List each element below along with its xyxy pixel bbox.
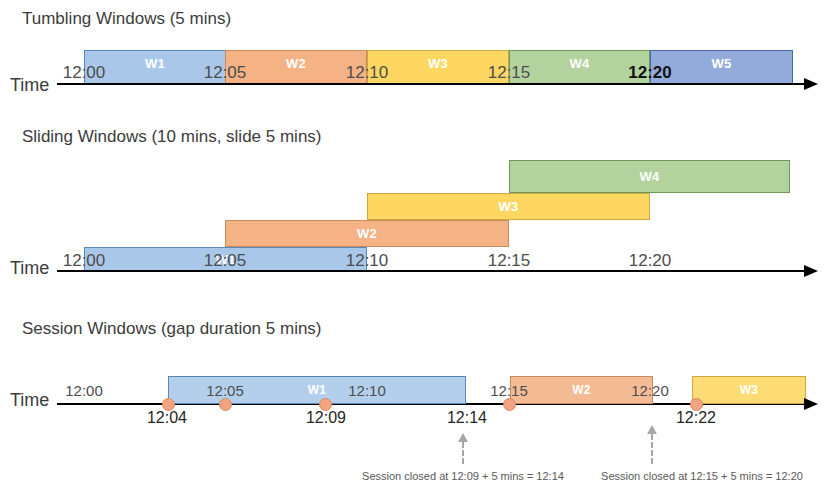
dashed-up-arrow-icon xyxy=(646,425,658,464)
axis-tick-label: 12:10 xyxy=(322,382,412,399)
tumbling-axis-line xyxy=(57,83,806,85)
dashed-arrow-head xyxy=(458,433,468,442)
axis-tick-label: 12:15 xyxy=(464,382,554,399)
dashed-arrow-head xyxy=(647,425,657,434)
window-box: W4 xyxy=(509,160,790,193)
axis-tick-label: 12:15 xyxy=(464,63,554,83)
session-axis-arrow-icon xyxy=(804,398,818,410)
axis-tick-label: 12:20 xyxy=(605,63,695,83)
dashed-arrow-shaft xyxy=(462,442,464,464)
event-time-label: 12:04 xyxy=(122,409,212,427)
axis-tick-label: 12:10 xyxy=(322,251,412,271)
axis-tick-label: 12:05 xyxy=(180,63,270,83)
window-label: W3 xyxy=(693,383,805,397)
event-time-label: 12:14 xyxy=(422,409,512,427)
windowing-diagram: Tumbling Windows (5 mins) Time W1W2W3W4W… xyxy=(0,0,829,498)
event-time-label: 12:09 xyxy=(281,409,371,427)
window-box: W2 xyxy=(225,220,509,247)
axis-tick-label: 12:15 xyxy=(464,251,554,271)
window-box: W3 xyxy=(367,193,650,220)
axis-tick-label: 12:20 xyxy=(605,382,695,399)
window-label: W3 xyxy=(368,199,649,214)
event-time-label: 12:22 xyxy=(651,409,741,427)
event-dot xyxy=(219,398,232,411)
axis-tick-label: 12:00 xyxy=(39,63,129,83)
window-label: W4 xyxy=(510,169,789,184)
session-closed-annotation: Session closed at 12:15 + 5 mins = 12:20 xyxy=(537,470,829,482)
window-box: W3 xyxy=(692,376,806,404)
window-label: W2 xyxy=(226,226,508,241)
axis-tick-label: 12:00 xyxy=(39,251,129,271)
axis-tick-label: 12:20 xyxy=(605,251,695,271)
dashed-up-arrow-icon xyxy=(457,433,469,464)
axis-tick-label: 12:10 xyxy=(322,63,412,83)
axis-tick-label: 12:00 xyxy=(39,382,129,399)
session-section-title: Session Windows (gap duration 5 mins) xyxy=(22,319,322,339)
sliding-axis-arrow-icon xyxy=(804,265,818,277)
axis-tick-label: 12:05 xyxy=(180,251,270,271)
axis-tick-label: 12:05 xyxy=(180,382,270,399)
tumbling-axis-arrow-icon xyxy=(804,78,818,90)
dashed-arrow-shaft xyxy=(651,434,653,464)
